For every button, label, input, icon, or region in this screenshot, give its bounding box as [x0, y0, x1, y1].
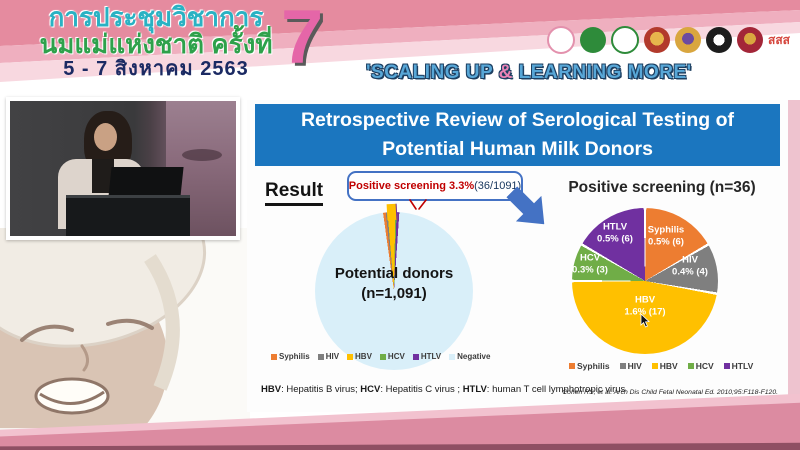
htlv-slice-label: HTLV 0.5% (6) — [597, 221, 633, 245]
presenter-video-frame — [6, 97, 240, 240]
thaihealth-logo-icon: สสส — [768, 33, 790, 47]
abbr-htlv: HTLV — [462, 384, 487, 395]
exploded-slice — [386, 203, 398, 221]
baby-illustration — [0, 184, 250, 450]
donors-pie-title: Potential donors — [334, 265, 454, 282]
legend-item: HBV — [347, 352, 372, 361]
legend-item: HCV — [379, 352, 405, 361]
legend-label: HTLV — [731, 361, 754, 371]
donors-legend: Syphilis HIV HBV HCV HTLV Negative — [271, 352, 490, 361]
laptop — [108, 167, 184, 197]
legend-item: HIV — [317, 352, 340, 361]
mouse-cursor-icon — [640, 314, 650, 328]
conference-title-line1: การประชุมวิชาการ — [48, 2, 264, 32]
donors-pie-subtitle: (n=1,091) — [361, 285, 427, 303]
tagline-open: 'SCALING UP — [366, 62, 499, 83]
presenter-video — [10, 101, 236, 236]
hiv-swatch-icon — [619, 363, 626, 369]
legend-label: HIV — [325, 352, 340, 361]
legend-item: Syphilis — [569, 361, 610, 371]
presenter-face — [94, 123, 117, 151]
legend-label: Syphilis — [577, 361, 610, 371]
legend-item: HCV — [687, 361, 714, 371]
legend-item: HTLV — [412, 352, 442, 361]
result-heading: Result — [265, 180, 324, 206]
donors-pie-label: Potential donors (n=1,091) — [315, 264, 473, 305]
callout-detail: (36/1091) — [474, 180, 522, 192]
conference-dates: 5 - 7 สิงหาคม 2563 — [63, 57, 249, 80]
legend-label: HCV — [695, 361, 714, 371]
syphilis-slice-label: Syphilis 0.5% (6) — [647, 224, 685, 248]
hbv-slice-label: HBV 1.6% (17) — [624, 294, 666, 318]
baby-background-image — [0, 184, 250, 450]
legend-label: Negative — [457, 352, 491, 361]
positive-pie-title: Positive screening (n=36) — [568, 179, 756, 196]
legend-label: HBV — [355, 352, 372, 361]
positive-legend: Syphilis HIV HBV HCV HTLV — [569, 361, 753, 371]
projection-screen-detail — [182, 149, 222, 161]
hbv-swatch-icon — [651, 363, 658, 369]
crown-emblem-logo-icon — [737, 27, 764, 53]
hiv-swatch-icon — [317, 353, 324, 360]
conference-title-line2: นมแม่แห่งชาติ ครั้งที่ — [39, 29, 273, 60]
breastfeeding-center-logo-icon — [547, 26, 576, 54]
background-strip — [788, 100, 800, 450]
royal-emblem-logo-icon — [644, 27, 671, 53]
legend-item: Negative — [449, 352, 490, 361]
callout-highlight: Positive screening 3.3% — [348, 180, 475, 192]
conference-title: การประชุมวิชาการ นมแม่แห่งชาติ ครั้งที่ … — [28, 2, 284, 80]
medical-society-logo-icon — [706, 27, 733, 53]
podium — [66, 195, 190, 236]
donors-pie-chart: Potential donors (n=1,091) — [315, 203, 473, 370]
hbv-swatch-icon — [347, 353, 354, 360]
citation: Cohen RS, et al. Arch Dis Child Fetal Ne… — [562, 389, 778, 396]
hcv-swatch-icon — [379, 353, 386, 360]
syphilis-swatch-icon — [271, 353, 277, 360]
tagline-close: LEARNING MORE' — [512, 62, 692, 83]
presenter-shirt — [92, 159, 114, 193]
legend-item: HBV — [651, 361, 678, 371]
legend-label: HIV — [627, 361, 642, 371]
conference-banner: การประชุมวิชาการ นมแม่แห่งชาติ ครั้งที่ … — [0, 0, 800, 100]
syphilis-swatch-icon — [569, 363, 575, 369]
htlv-swatch-icon — [412, 353, 419, 360]
sponsor-logos: สสส — [547, 26, 790, 54]
legend-label: HCV — [387, 352, 405, 361]
legend-item: Syphilis — [271, 352, 310, 361]
conference-tagline: 'SCALING UP & LEARNING MORE' — [366, 62, 692, 84]
legend-label: HTLV — [420, 352, 442, 361]
tagline-ampersand: & — [498, 62, 513, 83]
royal-college-logo-icon — [675, 27, 702, 53]
abbr-hcv: HCV — [360, 384, 381, 395]
edition-number: 7 — [281, 0, 324, 80]
positive-screening-callout: Positive screening 3.3% (36/1091) — [347, 171, 523, 201]
hcv-swatch-icon — [687, 363, 694, 369]
hcv-slice-label: HCV 0.3% (3) — [572, 252, 608, 276]
legend-item: HTLV — [723, 361, 754, 371]
presentation-slide: Retrospective Review of Serological Test… — [247, 100, 788, 412]
htlv-swatch-icon — [723, 363, 730, 369]
abbr-hbv: HBV — [261, 384, 282, 395]
department-of-health-logo-icon — [611, 26, 640, 54]
hiv-slice-label: HIV 0.4% (4) — [672, 254, 708, 278]
negative-swatch-icon — [449, 353, 456, 360]
ministry-public-health-logo-icon — [580, 27, 607, 53]
callout-pointer — [409, 199, 427, 210]
legend-item: HIV — [619, 361, 642, 371]
legend-label: HBV — [659, 361, 678, 371]
legend-label: Syphilis — [279, 352, 310, 361]
positive-pie-chart: Syphilis 0.5% (6) HIV 0.4% (4) HBV 1.6% … — [572, 208, 718, 354]
abbreviation-footnote: HBV: Hepatitis B virus; HCV: Hepatitis C… — [261, 384, 626, 395]
slide-title: Retrospective Review of Serological Test… — [255, 104, 780, 166]
